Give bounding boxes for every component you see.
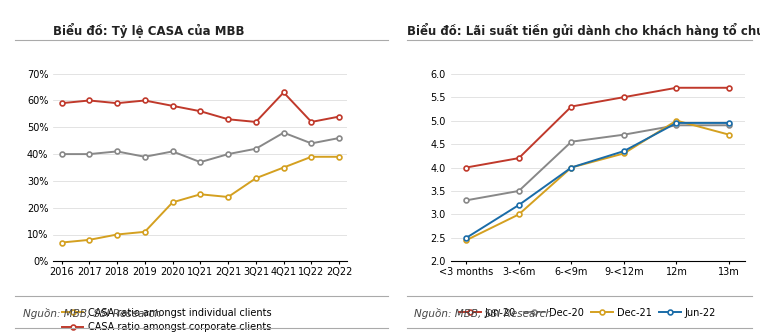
Legend: CASA ratio amongst individual clients, CASA ratio amongst corporate clients, CAS: CASA ratio amongst individual clients, C… bbox=[58, 304, 276, 335]
Text: Nguồn: MBB, SSI Research: Nguồn: MBB, SSI Research bbox=[414, 308, 553, 319]
Text: Biểu đồ: Lãi suất tiền gửi dành cho khách hàng tổ chức: Biểu đồ: Lãi suất tiền gửi dành cho khác… bbox=[407, 23, 760, 39]
Text: Nguồn: MBB, SSI Research: Nguồn: MBB, SSI Research bbox=[23, 308, 161, 319]
Legend: Jun-20, Dec-20, Dec-21, Jun-22: Jun-20, Dec-20, Dec-21, Jun-22 bbox=[455, 304, 720, 322]
Text: Biểu đồ: Tỷ lệ CASA của MBB: Biểu đồ: Tỷ lệ CASA của MBB bbox=[53, 23, 245, 39]
